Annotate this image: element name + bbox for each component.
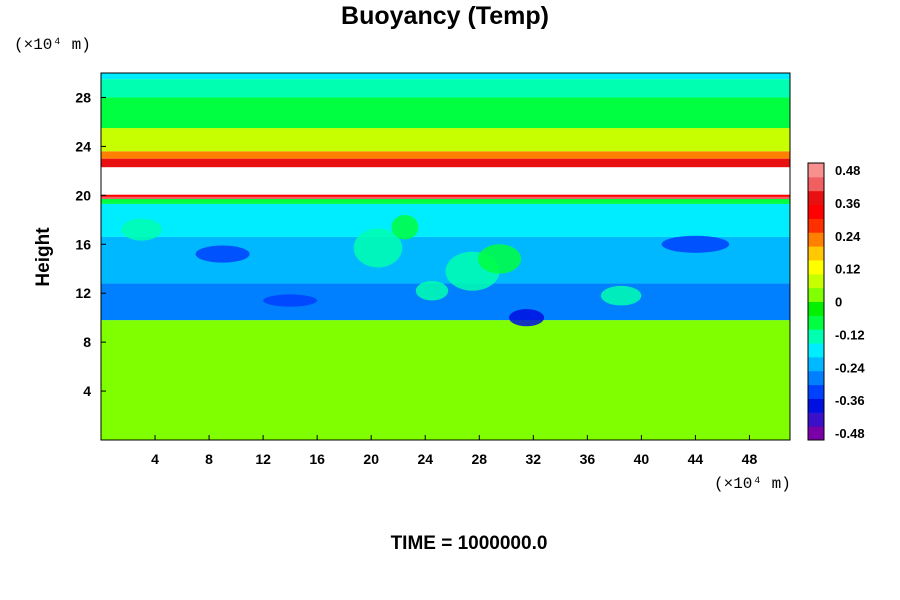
buoyancy-layer-11 bbox=[101, 79, 790, 98]
colorbar-label: 0.48 bbox=[835, 163, 860, 178]
y-tick-label: 8 bbox=[83, 334, 91, 350]
colorbar-label: -0.36 bbox=[835, 393, 865, 408]
time-label: TIME = 1000000.0 bbox=[391, 533, 548, 554]
colorbar-swatch bbox=[808, 190, 824, 206]
buoyancy-layer-12 bbox=[101, 73, 790, 80]
colorbar-label: 0.36 bbox=[835, 196, 860, 211]
buoyancy-layer-4 bbox=[101, 199, 790, 204]
x-tick-label: 32 bbox=[526, 451, 542, 467]
buoyancy-layer-5 bbox=[101, 195, 790, 200]
plot-frame bbox=[100, 72, 791, 441]
x-tick-label: 28 bbox=[471, 451, 487, 467]
y-axis-label: Height bbox=[33, 227, 54, 287]
buoyancy-layer-10 bbox=[101, 97, 790, 129]
turbulence-patch bbox=[121, 218, 162, 241]
buoyancy-layer-7 bbox=[101, 158, 790, 168]
y-tick-label: 28 bbox=[75, 89, 91, 105]
turbulence-patch bbox=[415, 280, 449, 301]
colorbar-swatch bbox=[808, 273, 824, 289]
y-axis: 4 8 12 16 20 24 28 bbox=[75, 89, 106, 399]
x-axis: 4 8 12 16 20 24 28 32 36 40 44 48 bbox=[151, 435, 757, 467]
colorbar-label: -0.24 bbox=[835, 360, 865, 375]
colorbar-swatch bbox=[808, 163, 824, 178]
colorbar-swatch bbox=[808, 356, 824, 372]
x-tick-label: 8 bbox=[205, 451, 213, 467]
colorbar-swatch bbox=[808, 301, 824, 316]
chart-title: Buoyancy (Temp) bbox=[341, 2, 549, 30]
colorbar-frame bbox=[807, 162, 825, 441]
colorbar-swatch bbox=[808, 412, 824, 427]
colorbar-swatch bbox=[808, 384, 824, 399]
colorbar-swatch bbox=[808, 246, 824, 261]
x-tick-label: 24 bbox=[417, 451, 433, 467]
x-tick-label: 44 bbox=[688, 451, 704, 467]
turbulence-patch bbox=[353, 228, 403, 268]
colorbar-swatch bbox=[808, 370, 824, 386]
colorbar-swatch bbox=[808, 426, 824, 441]
x-tick-label: 20 bbox=[363, 451, 379, 467]
turbulence-patch bbox=[263, 294, 318, 307]
colorbar-swatch bbox=[808, 204, 824, 219]
y-tick-label: 16 bbox=[75, 236, 91, 252]
colorbar-swatch bbox=[808, 287, 824, 302]
turbulence-patch bbox=[508, 309, 545, 327]
plot-area bbox=[100, 72, 791, 441]
turbulence-patch bbox=[477, 244, 522, 274]
turbulence-patch bbox=[391, 214, 419, 240]
colorbar-swatch bbox=[808, 315, 824, 330]
colorbar-swatch bbox=[808, 343, 824, 358]
x-tick-label: 40 bbox=[634, 451, 650, 467]
y-tick-label: 24 bbox=[75, 138, 91, 154]
colorbar-label: 0.12 bbox=[835, 262, 860, 277]
buoyancy-layer-0 bbox=[101, 320, 790, 440]
x-tick-label: 16 bbox=[309, 451, 325, 467]
colorbar-label: -0.12 bbox=[835, 327, 865, 342]
x-tick-label: 12 bbox=[255, 451, 271, 467]
x-tick-label: 4 bbox=[151, 451, 159, 467]
y-tick-label: 12 bbox=[75, 285, 91, 301]
colorbar-swatch bbox=[808, 232, 824, 247]
colorbar-swatch bbox=[808, 259, 824, 275]
x-tick-label: 48 bbox=[742, 451, 758, 467]
turbulence-patch bbox=[661, 235, 730, 253]
buoyancy-layer-3 bbox=[101, 203, 790, 237]
x-axis-unit: (×10⁴ m) bbox=[714, 475, 791, 493]
colorbar-swatch bbox=[808, 176, 824, 192]
x-tick-label: 36 bbox=[580, 451, 596, 467]
buoyancy-layer-6 bbox=[101, 167, 790, 196]
turbulence-patch bbox=[600, 285, 642, 306]
inversion-line bbox=[101, 194, 790, 197]
colorbar-swatch bbox=[808, 329, 824, 344]
turbulence-patch bbox=[195, 245, 250, 263]
colorbar: 0.48 0.36 0.24 0.12 0 -0.12 -0.24 -0.36 -0.48 bbox=[807, 162, 865, 441]
y-tick-label: 4 bbox=[83, 383, 91, 399]
colorbar-swatch bbox=[808, 218, 824, 233]
y-axis-unit: (×10⁴ m) bbox=[14, 36, 91, 54]
colorbar-label: 0.24 bbox=[835, 229, 861, 244]
colorbar-swatch bbox=[808, 398, 824, 413]
colorbar-label: 0 bbox=[835, 295, 842, 310]
buoyancy-layer-8 bbox=[101, 151, 790, 159]
colorbar-label: -0.48 bbox=[835, 426, 865, 441]
buoyancy-layer-9 bbox=[101, 128, 790, 152]
y-tick-label: 20 bbox=[75, 187, 91, 203]
